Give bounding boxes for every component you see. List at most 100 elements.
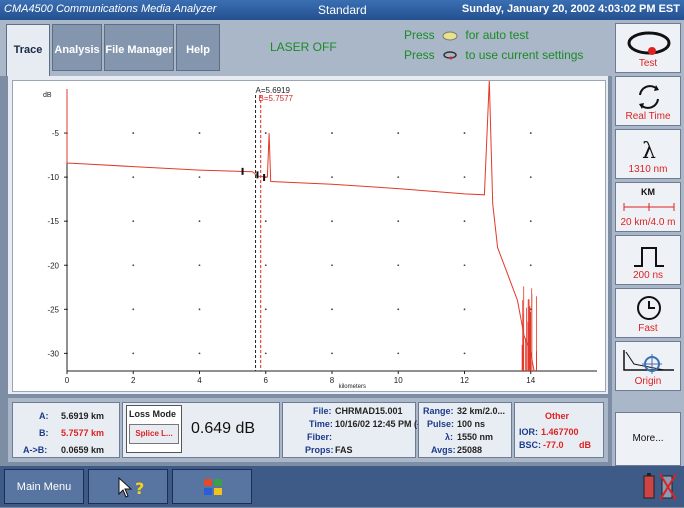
trace-plot-area: -5 -10 -15 -20 -25 -30 dB 0 2 4 6 8 10 12 14 kilometers…	[8, 76, 608, 394]
fiber-label: Fiber:	[307, 432, 333, 442]
props-label: Props:	[305, 445, 334, 455]
test-icon	[627, 31, 671, 55]
grid-dot	[331, 352, 333, 355]
other-panel[interactable]: Other IOR: 1.467700 BSC: -77.0 dB	[514, 402, 604, 458]
pointer-question-icon: ?	[118, 476, 144, 498]
press-desc: for auto test	[465, 28, 529, 42]
grid-dot	[529, 264, 532, 267]
loss-mode-label: Loss Mode	[129, 409, 177, 419]
event-marker	[241, 167, 244, 175]
grid-dot	[198, 264, 201, 267]
grid-dot	[132, 352, 135, 355]
event-marker	[256, 171, 259, 179]
grid-dot	[463, 220, 466, 223]
main-menu-button[interactable]: Main Menu	[4, 469, 84, 504]
cursor-a-value: 5.6919 km	[61, 411, 105, 421]
loss-mode-button[interactable]: Splice L...	[129, 424, 179, 444]
bsc-value: -77.0	[543, 440, 564, 450]
range-button[interactable]: KM 20 km/4.0 m	[615, 182, 681, 232]
grid-dot	[132, 264, 135, 267]
pulse-label: Pulse:	[427, 419, 455, 429]
cursor-ab-value: 0.0659 km	[61, 445, 105, 455]
realtime-button[interactable]: Real Time	[615, 76, 681, 126]
trace-plot[interactable]: -5 -10 -15 -20 -25 -30 dB 0 2 4 6 8 10 12 14 kilometers…	[12, 80, 606, 392]
lambda-icon: λ	[642, 139, 656, 164]
test-button[interactable]: Test	[615, 23, 681, 73]
km-label: KM	[641, 187, 655, 197]
origin-button[interactable]: Origin	[615, 341, 681, 391]
loss-value: 0.649 dB	[191, 420, 256, 437]
trace-noise	[521, 286, 537, 371]
settings-panel: Range: 32 km/2.0... Pulse: 100 ns λ: 155…	[418, 402, 512, 458]
tab-trace[interactable]: Trace	[6, 24, 50, 76]
tab-help[interactable]: Help	[176, 24, 220, 71]
help-pointer-button[interactable]: ?	[88, 469, 168, 504]
lambda-label: λ:	[445, 432, 454, 442]
clock-icon	[637, 296, 661, 320]
tab-bar: Trace Analysis File Manager Help LASER O…	[0, 20, 612, 76]
x-tick-label: 12	[460, 376, 469, 385]
trace-line	[66, 80, 535, 372]
grid-dot	[529, 220, 532, 223]
grid-dot	[463, 308, 466, 311]
wavelength-button[interactable]: λ 1310 nm	[615, 129, 681, 179]
range-value: 32 km/2.0...	[457, 406, 506, 416]
grid-dot	[397, 352, 400, 355]
props-value: FAS	[335, 445, 353, 455]
grid-dot	[529, 132, 532, 134]
x-tick-label: 10	[394, 376, 403, 385]
loss-panel: Loss Mode Splice L... 0.649 dB	[122, 402, 280, 458]
windows-logo-icon	[204, 479, 222, 495]
y-tick-label: -5	[52, 129, 60, 138]
x-tick-label: 14	[526, 376, 535, 385]
range-ruler-icon	[623, 203, 675, 211]
grid-dot	[529, 176, 532, 179]
grid-dot	[463, 176, 466, 179]
grid-dot	[198, 132, 201, 134]
grid-dot	[132, 308, 135, 311]
grid-dot	[264, 132, 267, 134]
press-auto-test: Press for auto test	[404, 28, 529, 42]
cursor-b-value: 5.7577 km	[61, 428, 105, 438]
test-button-icon	[443, 51, 457, 60]
ior-label: IOR:	[519, 427, 538, 437]
grid-dot	[198, 352, 201, 355]
bsc-unit: dB	[579, 440, 591, 450]
otdr-trace-chart[interactable]: -5 -10 -15 -20 -25 -30 dB 0 2 4 6 8 10 12 14 kilometers…	[13, 80, 607, 393]
grid-dot	[331, 308, 333, 311]
grid-dot	[264, 308, 267, 311]
grid-dot	[198, 220, 201, 223]
pulse-button[interactable]: 200 ns	[615, 235, 681, 285]
svg-text:?: ?	[135, 479, 144, 498]
pulse-value: 100 ns	[457, 419, 486, 429]
tab-analysis[interactable]: Analysis	[52, 24, 102, 71]
windows-button[interactable]	[172, 469, 252, 504]
grid-dot	[264, 264, 267, 267]
time-label: Time:	[309, 419, 333, 429]
grid-dot	[463, 132, 466, 134]
file-panel: File: CHRMAD15.001 Time: 10/16/02 12:45 …	[282, 402, 428, 458]
grid-dot	[463, 352, 466, 355]
grid-dot	[397, 220, 400, 223]
x-tick-label: 0	[65, 376, 70, 385]
grid-dot	[132, 132, 135, 134]
laser-status: LASER OFF	[270, 40, 337, 54]
x-axis-label: kilometers	[339, 384, 366, 390]
speed-button[interactable]: Fast	[615, 288, 681, 338]
grid-dot	[397, 308, 400, 311]
cursor-a-label: A=5.6919	[256, 86, 291, 95]
grid-dot	[397, 176, 400, 179]
bsc-label: BSC:	[519, 440, 541, 450]
x-tick-label: 8	[330, 376, 335, 385]
grid-dot	[132, 220, 135, 223]
avgs-value: 25088	[457, 445, 483, 455]
refresh-arrows-icon	[639, 85, 659, 109]
cursor-ab-label: A->B:	[23, 445, 48, 455]
battery-status-icon	[643, 473, 677, 501]
tab-file-manager[interactable]: File Manager	[104, 24, 174, 71]
x-tick-label: 2	[131, 376, 136, 385]
y-tick-label: -20	[47, 261, 59, 270]
more-button[interactable]: More...	[615, 412, 681, 466]
origin-label: Origin	[634, 376, 662, 387]
bottom-bar: Main Menu ?	[0, 466, 684, 507]
